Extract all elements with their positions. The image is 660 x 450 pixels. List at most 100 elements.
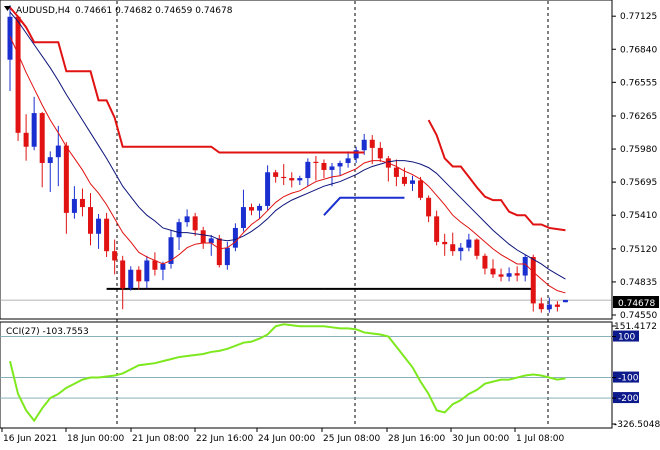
price-tick-label: 0.76840 (620, 45, 657, 55)
fast-ma-line (9, 36, 566, 294)
bull-candle (96, 218, 102, 234)
bull-candle (458, 247, 464, 252)
bear-candle (63, 145, 69, 213)
slow-ma-line (9, 11, 566, 280)
bear-candle (498, 274, 504, 277)
cci-tick-label: -100 (618, 374, 639, 384)
time-tick-label: 16 Jun 2021 (3, 434, 57, 444)
indicator-plot-frame (0, 321, 613, 429)
price-tick-label: 0.74835 (620, 278, 657, 288)
bear-candle (313, 161, 319, 163)
bear-candle (15, 16, 21, 133)
bear-candle (39, 113, 45, 163)
bull-candle (345, 158, 351, 163)
period-separators (116, 1, 549, 427)
bear-candle (112, 251, 118, 261)
bear-candle (369, 139, 375, 148)
time-tick-label: 1 Jul 08:00 (516, 434, 565, 444)
price-tick-label: 0.75410 (620, 211, 657, 221)
price-tick-label: 0.77125 (620, 12, 657, 22)
bear-candle (192, 216, 198, 231)
cci-line (9, 323, 566, 423)
horizontal-level-lines[interactable] (0, 196, 612, 301)
price-tick-label: 0.74550 (620, 311, 657, 321)
bull-candle (184, 216, 190, 223)
bear-candle (514, 273, 520, 276)
upper-band-line (9, 6, 365, 154)
cci-level-tag (613, 392, 639, 404)
bull-candle (562, 299, 568, 303)
bull-candle (337, 162, 343, 167)
cci-tick-label: 100 (618, 333, 635, 343)
bear-candle (88, 207, 93, 234)
bull-candle (71, 198, 77, 213)
current-price-tag (613, 296, 659, 308)
chart-menu-triangle-icon[interactable] (4, 6, 11, 11)
bull-candle (410, 180, 415, 184)
bear-candle (216, 238, 222, 266)
bull-candle (546, 304, 552, 310)
bear-candle (152, 260, 158, 270)
time-axis: 16 Jun 2021 18 Jun 00:00 21 Jun 08:00 22 Ju… (1, 428, 565, 444)
bull-candle (55, 145, 61, 158)
current-price-label: 0.74678 (618, 299, 655, 309)
bull-candle (361, 139, 367, 151)
blue-support-line[interactable] (323, 196, 405, 216)
bull-candle (329, 166, 335, 170)
symbol-label: AUDUSD,H4 (16, 6, 71, 16)
time-tick-label: 22 Jun 16:00 (196, 434, 253, 444)
price-tick-label: 0.75120 (620, 245, 657, 255)
bear-candle (200, 230, 206, 244)
time-tick-label: 28 Jun 16:00 (388, 434, 445, 444)
cci-level-tag (613, 371, 639, 383)
bull-candle (240, 207, 246, 228)
price-tick-label: 0.75980 (620, 145, 657, 155)
bull-candle (353, 150, 359, 159)
bear-candle (554, 304, 560, 307)
time-tick-label: 18 Jun 00:00 (67, 434, 124, 444)
main-plot-frame (0, 0, 613, 320)
bear-candle (418, 180, 424, 198)
bear-candle (450, 244, 456, 252)
bull-candle (128, 269, 134, 289)
bear-candle (321, 162, 327, 170)
time-tick-label: 21 Jun 08:00 (132, 434, 189, 444)
bull-candle (522, 256, 528, 276)
bull-candle (208, 238, 214, 244)
bear-candle (273, 172, 279, 177)
cci-tick-label: 151.4172 (614, 322, 657, 332)
price-tick-label: 0.76555 (620, 78, 657, 88)
bull-candle (31, 113, 37, 147)
bear-candle (377, 147, 383, 159)
bear-candle (104, 218, 110, 252)
time-tick-label: 30 Jun 00:00 (452, 434, 509, 444)
bear-candle (426, 197, 432, 217)
bear-candle (442, 241, 448, 245)
bear-candle (79, 198, 85, 208)
time-tick-label: 25 Jun 08:00 (323, 434, 380, 444)
indicator-lines (9, 6, 566, 294)
bull-candle (176, 222, 182, 238)
ohlc-readout: 0.74661 0.74682 0.74659 0.74678 (75, 6, 233, 16)
bear-candle (434, 216, 440, 242)
bear-candle (249, 207, 254, 211)
bull-candle (265, 172, 271, 206)
bull-candle (257, 205, 263, 211)
cci-tick-label: -200 (618, 394, 639, 404)
bear-candle (289, 178, 295, 181)
bear-candle (490, 268, 496, 275)
bear-candle (23, 132, 29, 147)
bull-candle (47, 157, 53, 163)
cci-level-tag (613, 330, 639, 342)
time-tick-label: 24 Jun 00:00 (258, 434, 315, 444)
cci-title: CCI(27) -103.7553 (6, 327, 89, 337)
bear-candle (136, 269, 142, 282)
bull-candle (305, 161, 311, 179)
upper-band-line (427, 119, 566, 232)
bull-candle (224, 247, 230, 266)
bull-candle (297, 178, 303, 181)
bear-candle (530, 256, 536, 304)
bear-candle (120, 260, 126, 289)
